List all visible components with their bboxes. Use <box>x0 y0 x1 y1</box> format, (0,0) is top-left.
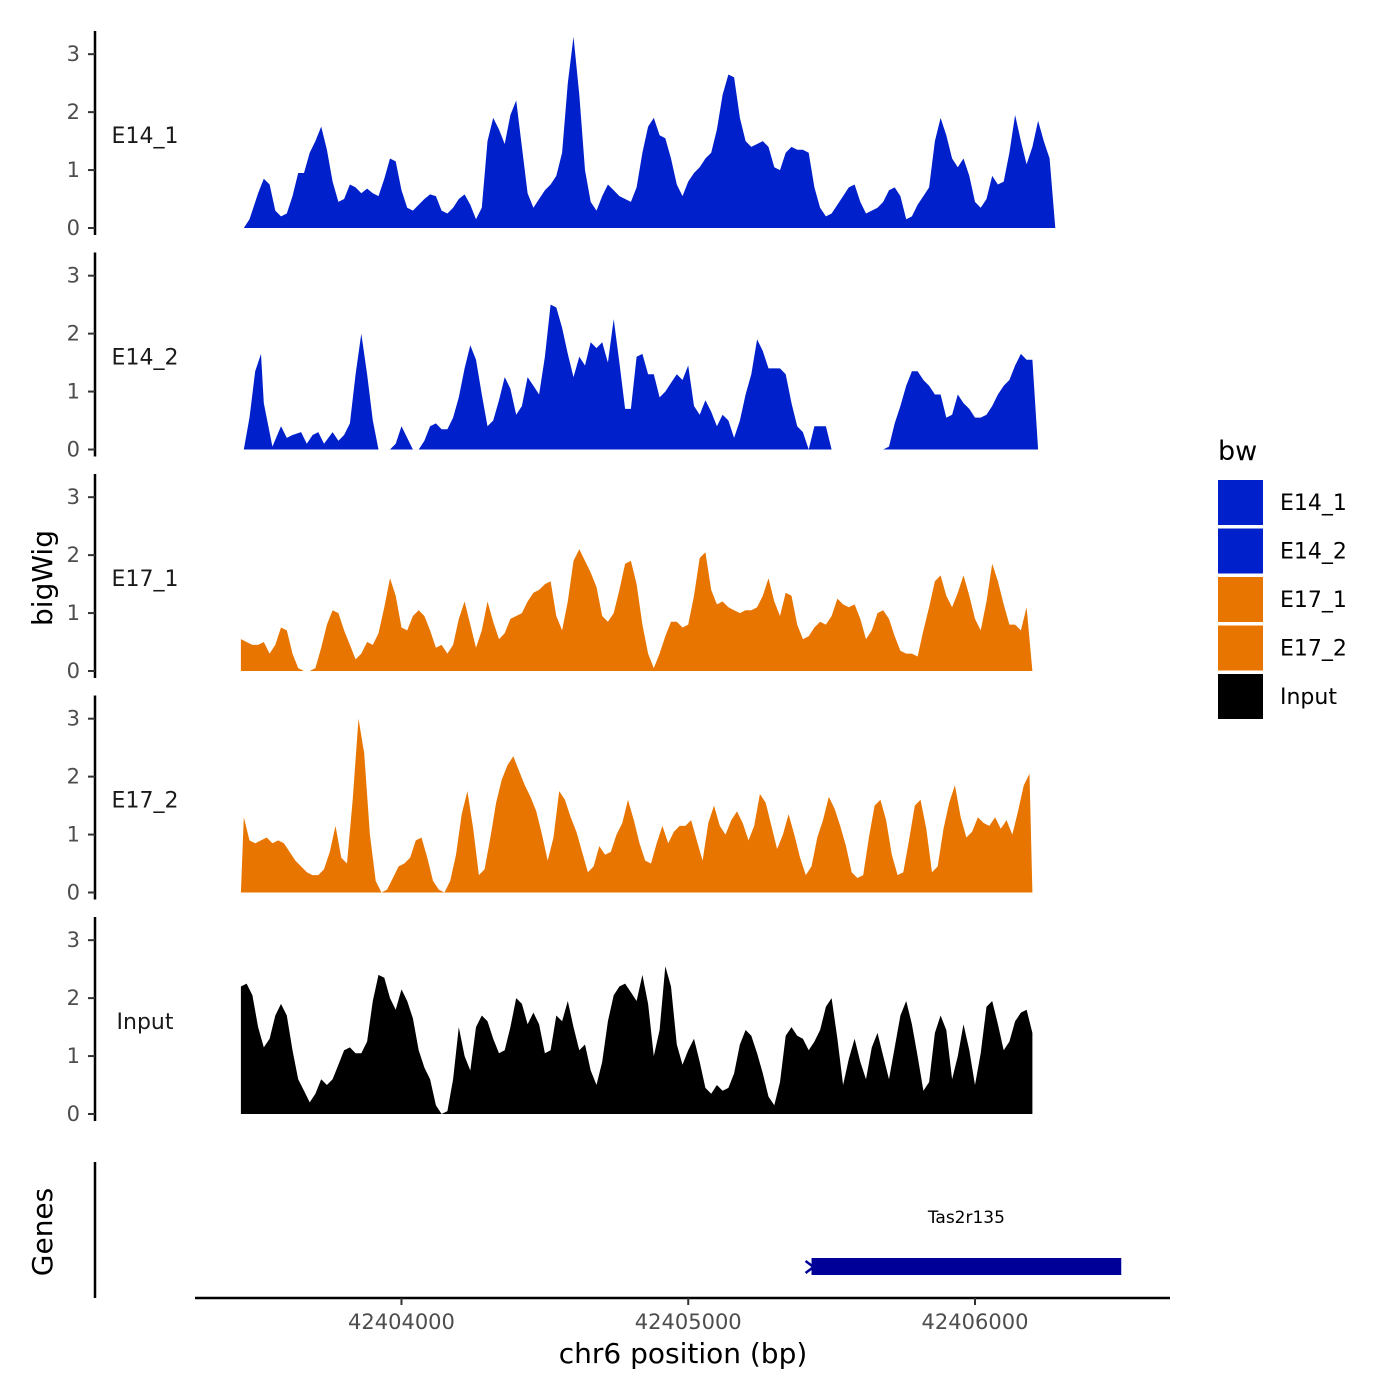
legend-title: bw <box>1218 436 1257 467</box>
x-axis-title: chr6 position (bp) <box>559 1337 808 1370</box>
legend-label: E14_1 <box>1280 491 1347 516</box>
y-axis-title: bigWig <box>26 530 59 626</box>
legend-label: E17_1 <box>1280 588 1347 613</box>
track-label: E17_1 <box>112 567 179 592</box>
legend: E14_1 E14_2 E17_1 E17_2 Input <box>1218 480 1347 719</box>
series-area-E17_1 <box>240 549 1033 671</box>
legend-item-E17_1: E17_1 <box>1218 577 1347 622</box>
y-tick-label: 2 <box>67 322 80 346</box>
x-tick-label: 42404000 <box>348 1310 455 1334</box>
gene-layer: Tas2r135 <box>804 1208 1122 1275</box>
gene-Tas2r135: Tas2r135 <box>804 1208 1122 1275</box>
series-area-Input <box>240 966 1033 1114</box>
y-tick-label: 1 <box>67 823 80 847</box>
legend-label: E14_2 <box>1280 540 1347 565</box>
legend-item-E14_2: E14_2 <box>1218 528 1347 574</box>
y-tick-label: 3 <box>67 707 80 731</box>
y-tick-label: 0 <box>67 216 80 240</box>
track-E14_1: 0 1 2 3 E14_1 <box>67 31 1056 240</box>
legend-swatch <box>1218 625 1263 671</box>
legend-swatch <box>1218 480 1263 525</box>
track-Input: 0 1 2 3 Input <box>67 917 1033 1126</box>
y-tick-label: 0 <box>67 659 80 683</box>
series-area-E17_2 <box>240 718 1033 893</box>
x-tick-label: 42406000 <box>922 1310 1029 1334</box>
legend-item-Input: Input <box>1218 674 1337 719</box>
y-tick-label: 2 <box>67 986 80 1010</box>
y-tick-label: 1 <box>67 158 80 182</box>
track-E17_2: 0 1 2 3 E17_2 <box>67 695 1033 905</box>
series-area-E14_2 <box>243 304 1039 450</box>
y-tick-label: 2 <box>67 543 80 567</box>
legend-swatch <box>1218 577 1263 622</box>
track-label: E14_2 <box>112 346 179 371</box>
track-label: E17_2 <box>112 789 179 814</box>
series-area-E14_1 <box>243 36 1056 228</box>
track-E14_2: 0 1 2 3 E14_2 <box>67 252 1039 462</box>
legend-item-E14_1: E14_1 <box>1218 480 1347 525</box>
y-tick-label: 3 <box>67 928 80 952</box>
y-tick-label: 1 <box>67 601 80 625</box>
gene-label: Tas2r135 <box>927 1208 1005 1228</box>
genes-axis-label: Genes <box>26 1188 59 1276</box>
tracks-layer: 0 1 2 3 E14_1 0 1 2 3 E14_2 0 1 2 3 E17_1 0 1 2 3 E17_2 0 1 2 3… <box>67 31 1056 1126</box>
x-tick-label: 42405000 <box>635 1310 742 1334</box>
y-tick-label: 2 <box>67 100 80 124</box>
legend-item-E17_2: E17_2 <box>1218 625 1347 671</box>
y-tick-label: 0 <box>67 881 80 905</box>
gene-body <box>811 1258 1122 1275</box>
y-tick-label: 2 <box>67 765 80 789</box>
y-tick-label: 1 <box>67 1044 80 1068</box>
y-tick-label: 0 <box>67 438 80 462</box>
track-label: E14_1 <box>112 124 179 149</box>
legend-swatch <box>1218 528 1263 574</box>
x-axis-ticks: 42404000 42405000 42406000 <box>348 1298 1028 1334</box>
gene-strand-marker <box>804 1260 816 1274</box>
y-tick-label: 0 <box>67 1102 80 1126</box>
track-E17_1: 0 1 2 3 E17_1 <box>67 474 1033 683</box>
legend-swatch <box>1218 674 1263 719</box>
legend-label: E17_2 <box>1280 637 1347 662</box>
y-tick-label: 1 <box>67 380 80 404</box>
y-tick-label: 3 <box>67 485 80 509</box>
y-tick-label: 3 <box>67 42 80 66</box>
track-label: Input <box>117 1010 174 1035</box>
y-tick-label: 3 <box>67 264 80 288</box>
legend-label: Input <box>1280 685 1337 710</box>
